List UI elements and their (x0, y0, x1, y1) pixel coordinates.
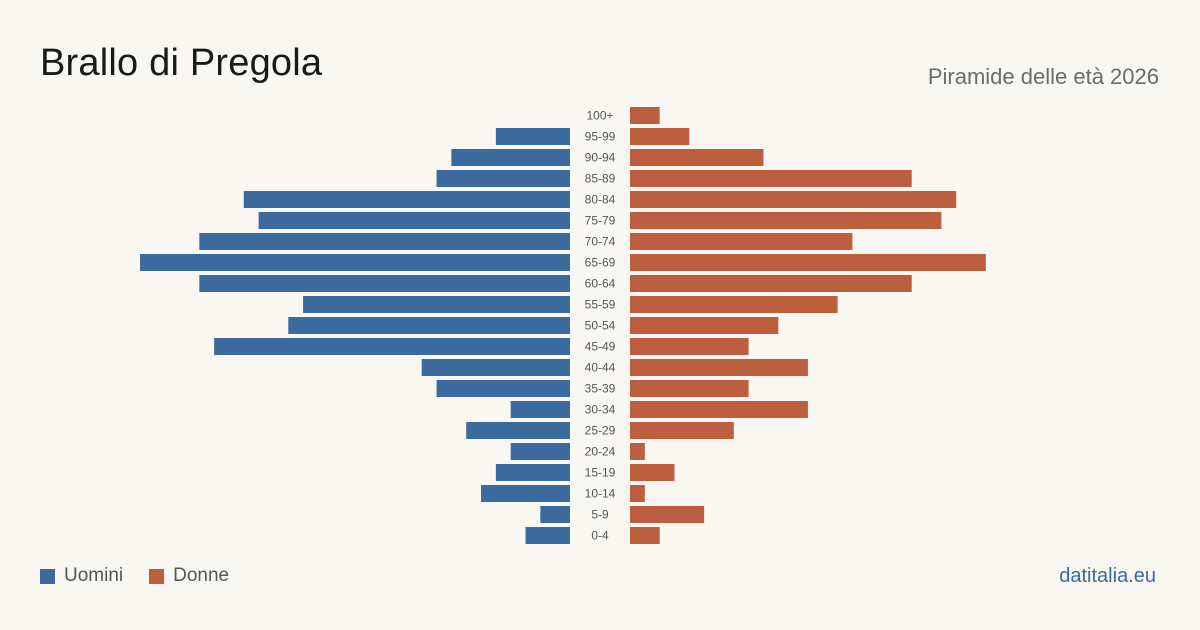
bar-men-50-54 (288, 317, 570, 334)
bar-men-0-4 (525, 527, 570, 544)
age-label-10-14: 10-14 (585, 487, 616, 501)
bar-women-40-44 (630, 359, 808, 376)
bar-women-95-99 (630, 128, 690, 145)
chart-subtitle: Piramide delle età 2026 (927, 64, 1159, 89)
bar-men-40-44 (421, 359, 570, 376)
bar-women-30-34 (630, 401, 808, 418)
bar-women-5-9 (630, 506, 705, 523)
bar-men-30-34 (510, 401, 570, 418)
bar-men-45-49 (214, 338, 570, 355)
bar-men-5-9 (540, 506, 570, 523)
legend-swatch-men (40, 568, 55, 584)
age-label-90-94: 90-94 (585, 151, 616, 165)
bar-men-90-94 (451, 149, 570, 166)
bar-men-80-84 (243, 191, 571, 208)
bar-men-60-64 (199, 275, 570, 292)
bar-women-10-14 (630, 485, 645, 502)
age-label-0-4: 0-4 (591, 529, 609, 543)
age-label-70-74: 70-74 (585, 235, 616, 249)
age-label-65-69: 65-69 (585, 256, 616, 270)
age-label-40-44: 40-44 (585, 361, 616, 375)
age-label-50-54: 50-54 (585, 319, 616, 333)
bar-men-20-24 (510, 443, 570, 460)
age-label-20-24: 20-24 (585, 445, 616, 459)
bar-men-15-19 (495, 464, 570, 481)
bar-men-25-29 (466, 422, 570, 439)
bar-men-70-74 (199, 233, 570, 250)
source-link[interactable]: datitalia.eu (1059, 565, 1156, 587)
bar-women-15-19 (630, 464, 675, 481)
bar-women-85-89 (630, 170, 912, 187)
bar-men-35-39 (436, 380, 570, 397)
bar-women-100+ (630, 107, 660, 124)
bar-men-85-89 (436, 170, 570, 187)
bar-women-35-39 (630, 380, 749, 397)
bar-men-10-14 (481, 485, 570, 502)
bar-women-0-4 (630, 527, 660, 544)
bar-women-90-94 (630, 149, 764, 166)
legend-label-women: Donne (173, 565, 230, 586)
bar-men-55-59 (303, 296, 570, 313)
legend: Uomini Donne (40, 565, 255, 587)
age-label-85-89: 85-89 (585, 172, 616, 186)
age-label-95-99: 95-99 (585, 130, 616, 144)
age-label-5-9: 5-9 (591, 508, 609, 522)
bar-men-65-69 (140, 254, 570, 271)
age-label-45-49: 45-49 (585, 340, 616, 354)
bar-women-75-79 (630, 212, 942, 229)
age-label-15-19: 15-19 (585, 466, 616, 480)
bar-women-55-59 (630, 296, 838, 313)
age-label-55-59: 55-59 (585, 298, 616, 312)
age-label-80-84: 80-84 (585, 193, 616, 207)
legend-item-women: Donne (149, 565, 229, 587)
age-label-35-39: 35-39 (585, 382, 616, 396)
bar-men-95-99 (495, 128, 570, 145)
age-label-75-79: 75-79 (585, 214, 616, 228)
bar-women-65-69 (630, 254, 986, 271)
legend-label-men: Uomini (64, 565, 124, 586)
legend-item-men: Uomini (40, 565, 123, 587)
age-label-100+: 100+ (586, 109, 613, 123)
bar-women-50-54 (630, 317, 779, 334)
bar-men-75-79 (258, 212, 570, 229)
age-label-60-64: 60-64 (585, 277, 616, 291)
chart-title: Brallo di Pregola (40, 42, 323, 84)
bar-women-20-24 (630, 443, 645, 460)
bar-women-70-74 (630, 233, 853, 250)
bar-women-60-64 (630, 275, 912, 292)
age-label-25-29: 25-29 (585, 424, 616, 438)
age-label-30-34: 30-34 (585, 403, 616, 417)
bar-women-45-49 (630, 338, 749, 355)
legend-swatch-women (149, 568, 165, 584)
bar-women-80-84 (630, 191, 957, 208)
bar-women-25-29 (630, 422, 734, 439)
